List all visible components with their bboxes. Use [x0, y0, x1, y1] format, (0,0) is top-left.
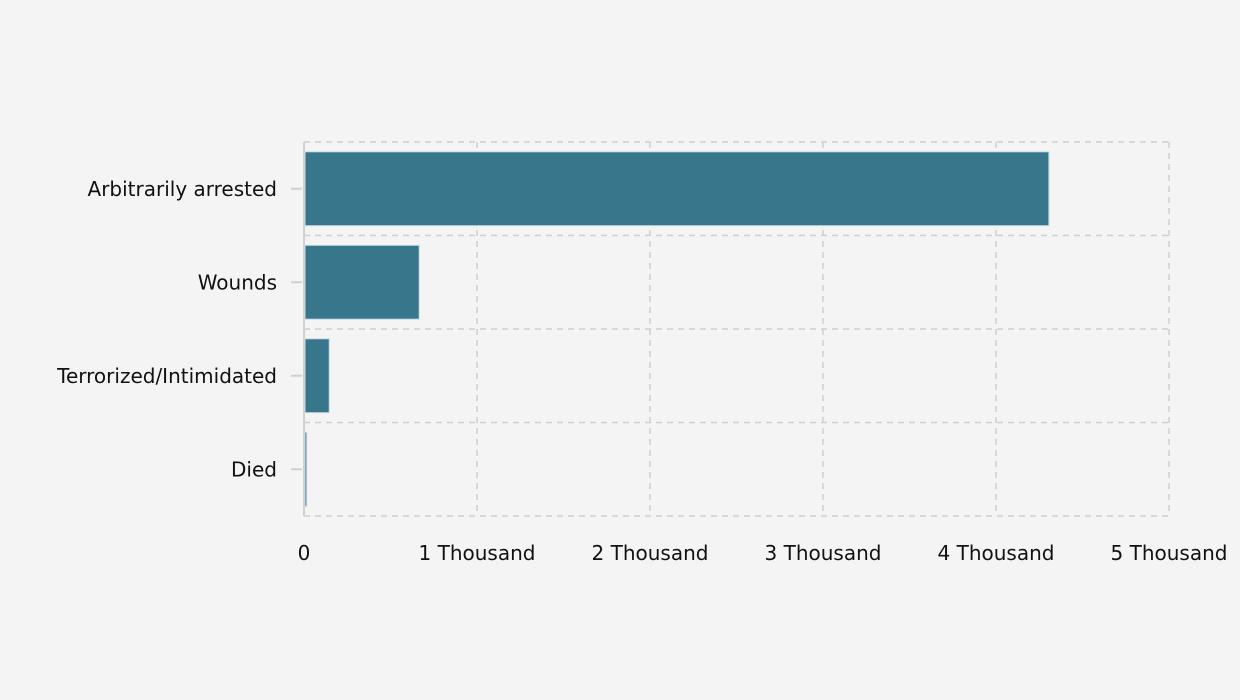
y-tick-label: Terrorized/Intimidated [56, 364, 277, 388]
x-tick-label: 0 [298, 541, 311, 565]
bar-arbitrarily-arrested [304, 151, 1050, 227]
bar-died [304, 431, 308, 507]
x-tick-label: 5 Thousand [1111, 541, 1228, 565]
x-tick-label: 2 Thousand [592, 541, 709, 565]
y-tick-label: Died [231, 457, 277, 481]
x-tick-label: 1 Thousand [419, 541, 536, 565]
bar-wounds [304, 244, 420, 320]
y-tick-label: Arbitrarily arrested [88, 177, 277, 201]
y-tick-label: Wounds [198, 270, 277, 294]
bar-terrorized-intimidated [304, 338, 330, 414]
x-tick-label: 3 Thousand [765, 541, 882, 565]
x-tick-label: 4 Thousand [938, 541, 1055, 565]
